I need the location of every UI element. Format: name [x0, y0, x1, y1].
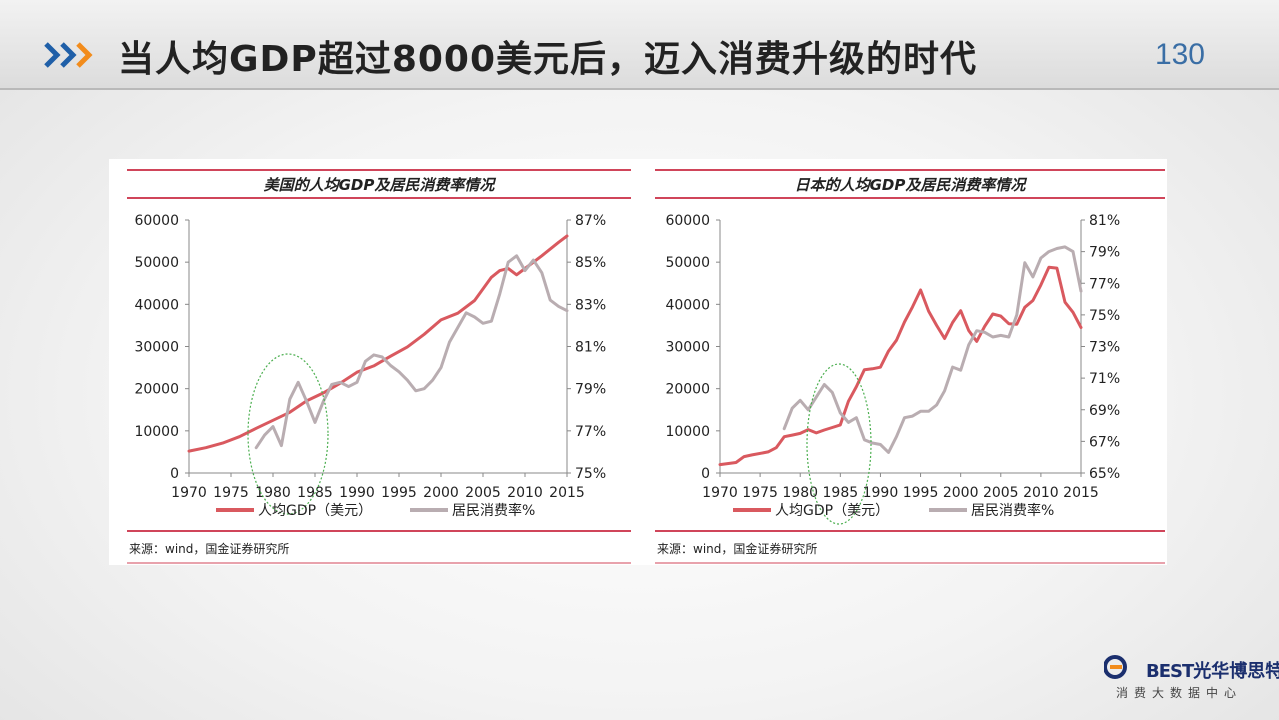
left-tick-label: 20000 [134, 382, 179, 398]
right-tick-label: 81% [1089, 213, 1120, 229]
legend-label: 居民消费率% [971, 502, 1054, 519]
page-number: 130 [1154, 38, 1205, 71]
right-tick-label: 81% [575, 340, 606, 356]
legend-label: 居民消费率% [452, 502, 535, 519]
x-tick-label: 1975 [742, 485, 778, 501]
x-tick-label: 2010 [1023, 485, 1059, 501]
x-tick-label: 1990 [339, 485, 375, 501]
right-tick-label: 75% [1089, 308, 1120, 324]
left-tick-label: 50000 [665, 255, 710, 271]
us-gdp-consumption-chart: 美国的人均GDP及居民消费率情况 0 10000 20000 30000 40000 500… [127, 169, 631, 564]
x-tick-label: 1980 [255, 485, 291, 501]
right-tick-label: 69% [1089, 403, 1120, 419]
consumption-series-line [254, 254, 569, 450]
x-tick-label: 2005 [983, 485, 1019, 501]
chart-title: 美国的人均GDP及居民消费率情况 [264, 176, 497, 194]
left-tick-label: 30000 [134, 340, 179, 356]
left-tick-label: 60000 [665, 213, 710, 229]
chart-title: 日本的人均GDP及居民消费率情况 [795, 176, 1028, 194]
right-tick-label: 67% [1089, 434, 1120, 450]
x-tick-label: 1995 [903, 485, 939, 501]
x-tick-label: 1985 [823, 485, 859, 501]
left-tick-label: 50000 [134, 255, 179, 271]
source-note: 来源：wind，国金证券研究所 [657, 541, 817, 556]
left-tick-label: 40000 [665, 297, 710, 313]
x-tick-label: 2015 [549, 485, 585, 501]
consumption-series-line [782, 245, 1083, 454]
left-tick-label: 20000 [665, 382, 710, 398]
charts-panel: 美国的人均GDP及居民消费率情况 0 10000 20000 30000 40000 500… [109, 159, 1167, 565]
right-tick-label: 83% [575, 297, 606, 313]
right-tick-label: 71% [1089, 371, 1120, 387]
left-tick-label: 10000 [134, 424, 179, 440]
right-tick-label: 79% [1089, 245, 1120, 261]
brand-subtitle: 消费大数据中心 [1116, 686, 1243, 700]
right-tick-label: 75% [575, 466, 606, 482]
x-tick-label: 2015 [1063, 485, 1099, 501]
x-tick-label: 1970 [171, 485, 207, 501]
x-tick-label: 2000 [943, 485, 979, 501]
brand-logo: BEST光华博思特 消费大数据中心 [1104, 654, 1279, 704]
brand-mark-text: BEST [1146, 661, 1194, 682]
right-tick-label: 77% [1089, 276, 1120, 292]
right-tick-label: 73% [1089, 340, 1120, 356]
legend-label: 人均GDP（美元） [258, 503, 372, 519]
left-tick-label: 10000 [665, 424, 710, 440]
legend-label: 人均GDP（美元） [775, 503, 889, 519]
x-tick-label: 1970 [702, 485, 738, 501]
highlight-ellipse [806, 363, 872, 525]
x-tick-label: 1980 [782, 485, 818, 501]
x-tick-label: 2000 [423, 485, 459, 501]
x-tick-label: 1990 [863, 485, 899, 501]
best-logo-icon [1104, 655, 1127, 679]
right-tick-label: 77% [575, 424, 606, 440]
gdp-series-line [718, 265, 1083, 467]
right-tick-label: 65% [1089, 466, 1120, 482]
x-tick-label: 1975 [213, 485, 249, 501]
right-tick-label: 79% [575, 382, 606, 398]
left-tick-label: 30000 [665, 340, 710, 356]
gdp-series-line [187, 234, 569, 453]
x-tick-label: 1995 [381, 485, 417, 501]
left-tick-label: 60000 [134, 213, 179, 229]
chevron-arrows-icon [44, 42, 93, 68]
x-tick-label: 2010 [507, 485, 543, 501]
source-note: 来源：wind，国金证券研究所 [129, 541, 289, 556]
left-tick-label: 0 [701, 466, 710, 482]
right-tick-label: 87% [575, 213, 606, 229]
slide-title: 当人均GDP超过8000美元后，迈入消费升级的时代 [118, 39, 978, 80]
left-tick-label: 0 [170, 466, 179, 482]
x-tick-label: 2005 [465, 485, 501, 501]
left-tick-label: 40000 [134, 297, 179, 313]
highlight-ellipse [247, 353, 329, 515]
brand-name: BEST光华博思特 [1146, 657, 1279, 683]
brand-chinese-name: 光华博思特 [1193, 661, 1279, 682]
right-tick-label: 85% [575, 255, 606, 271]
japan-gdp-consumption-chart: 日本的人均GDP及居民消费率情况 0 10000 20000 30000 40000 500… [655, 169, 1165, 564]
slide-header: 当人均GDP超过8000美元后，迈入消费升级的时代 130 [0, 0, 1279, 90]
